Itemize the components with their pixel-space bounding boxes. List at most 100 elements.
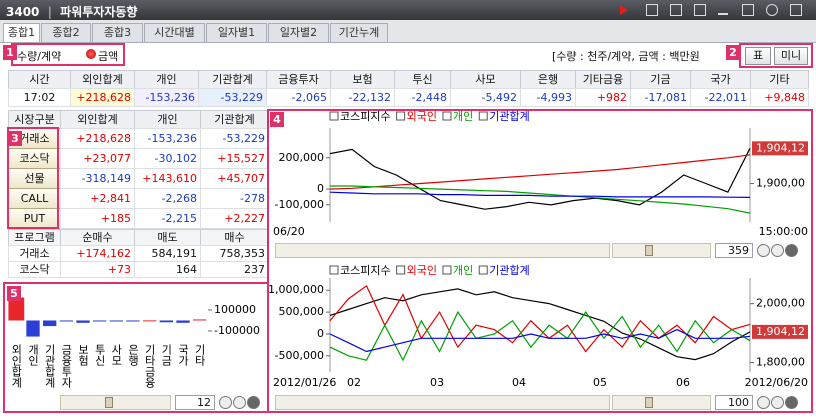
table-cell: +143,610 [134, 168, 201, 189]
tab[interactable]: 종합2 [41, 23, 91, 42]
spinner-input[interactable]: 100 [715, 395, 753, 410]
table-cell: -22,011 [690, 88, 751, 107]
table-header: 사모 [450, 70, 521, 89]
table-cell: +218,628 [70, 88, 135, 107]
table-cell: -5,492 [450, 88, 521, 107]
tab[interactable]: 종합1 [3, 23, 40, 42]
tab[interactable]: 일자별2 [268, 23, 329, 42]
font-button[interactable] [646, 4, 658, 16]
option-amount[interactable]: 금액 [98, 50, 119, 63]
table-header: 매도 [134, 229, 201, 246]
marker-badge: 2 [726, 45, 740, 60]
scrollbar-track[interactable] [275, 395, 610, 410]
table-header: 국가 [690, 70, 751, 89]
zoom-button[interactable] [771, 244, 784, 257]
marker-badge: 1 [3, 45, 17, 60]
zoom-button[interactable] [219, 396, 232, 409]
scrollbar-track[interactable] [275, 243, 610, 258]
table-header: 기관합계 [198, 70, 267, 89]
table-cell: -30,102 [134, 148, 201, 169]
table-cell: +982 [575, 88, 631, 107]
table-header: 프로그램 [8, 229, 61, 246]
table-cell: -2,448 [394, 88, 451, 107]
table-cell: +9,848 [750, 88, 809, 107]
scrollbar-track[interactable] [60, 395, 171, 410]
highlight-box [739, 43, 813, 68]
table-cell: +15,527 [200, 148, 269, 169]
table-cell: 164 [134, 261, 201, 278]
table-cell: -2,268 [134, 188, 201, 209]
zoom-button[interactable] [247, 396, 260, 409]
table-header: 시간 [8, 70, 71, 89]
table-header: 기관합계 [200, 110, 269, 129]
zoom-button[interactable] [233, 396, 246, 409]
table-cell: +45,707 [200, 168, 269, 189]
table-header: 투신 [394, 70, 451, 89]
row-label: 거래소 [8, 245, 61, 262]
table-cell: -278 [200, 188, 269, 209]
play-button[interactable] [620, 5, 628, 15]
table-header: 개인 [134, 110, 201, 129]
tab[interactable]: 시간대별 [144, 23, 205, 42]
zoom-button[interactable] [757, 244, 770, 257]
table-header: 보험 [330, 70, 395, 89]
table-header: 매수 [200, 229, 269, 246]
scrollbar-track[interactable] [612, 243, 711, 258]
zoom-button[interactable] [757, 396, 770, 409]
mini-button[interactable]: 미니 [774, 47, 808, 65]
table-cell: +2,227 [200, 208, 269, 229]
tab[interactable]: 종합3 [92, 23, 143, 42]
scroll-thumb[interactable] [645, 397, 653, 408]
scroll-thumb[interactable] [105, 397, 113, 408]
highlight-box [7, 127, 59, 229]
title-buttons [620, 4, 810, 17]
highlight-box [3, 282, 269, 413]
window-title: 파워투자자동향 [60, 5, 138, 19]
close-button[interactable] [790, 4, 802, 16]
table-header: 개인 [134, 70, 199, 89]
radio-amount[interactable] [86, 49, 96, 59]
table-header: 순매수 [60, 229, 135, 246]
separator: | [47, 5, 52, 19]
table-header: 외인합계 [60, 110, 135, 129]
table-button[interactable]: 표 [745, 47, 771, 65]
table-header: 외인합계 [70, 70, 135, 89]
pin-button[interactable] [694, 4, 706, 16]
table-cell: +185 [60, 208, 135, 229]
restore-button[interactable] [742, 4, 754, 16]
tab[interactable]: 기간누계 [330, 23, 388, 42]
table-header: 기타금융 [575, 70, 631, 89]
zoom-button[interactable] [785, 396, 798, 409]
table-cell: -53,229 [200, 128, 269, 149]
spinner-input[interactable]: 12 [175, 395, 215, 410]
table-cell: -2,065 [266, 88, 331, 107]
row-label: 코스닥 [8, 261, 61, 278]
unit-note: [수량 : 천주/계약, 금액 : 백만원 [552, 50, 700, 63]
table-cell: -22,132 [330, 88, 395, 107]
table-header: 은행 [520, 70, 576, 89]
scrollbar-track[interactable] [612, 395, 711, 410]
table-cell: +174,162 [60, 245, 135, 262]
table-cell: +73 [60, 261, 135, 278]
table-cell: -53,229 [198, 88, 267, 107]
table-header: 금융투자 [266, 70, 331, 89]
help-button[interactable] [766, 4, 778, 16]
minimize-button[interactable] [718, 13, 728, 15]
link-button[interactable] [670, 4, 682, 16]
tab[interactable]: 일자별1 [206, 23, 267, 42]
table-header: 기금 [630, 70, 691, 89]
highlight-box [11, 43, 125, 66]
window-code: 3400 [6, 5, 40, 19]
zoom-button[interactable] [785, 244, 798, 257]
table-cell: -318,149 [60, 168, 135, 189]
marker-badge: 5 [7, 286, 21, 301]
table-cell: -17,081 [630, 88, 691, 107]
zoom-button[interactable] [771, 396, 784, 409]
option-quantity[interactable]: 수량/계약 [17, 50, 62, 63]
title-bar: 3400 | 파워투자자동향 [0, 0, 816, 20]
table-cell: -153,236 [134, 88, 199, 107]
table-cell: 584,191 [134, 245, 201, 262]
scroll-thumb[interactable] [645, 245, 653, 256]
spinner-input[interactable]: 359 [715, 243, 753, 258]
table-cell: -4,993 [520, 88, 576, 107]
